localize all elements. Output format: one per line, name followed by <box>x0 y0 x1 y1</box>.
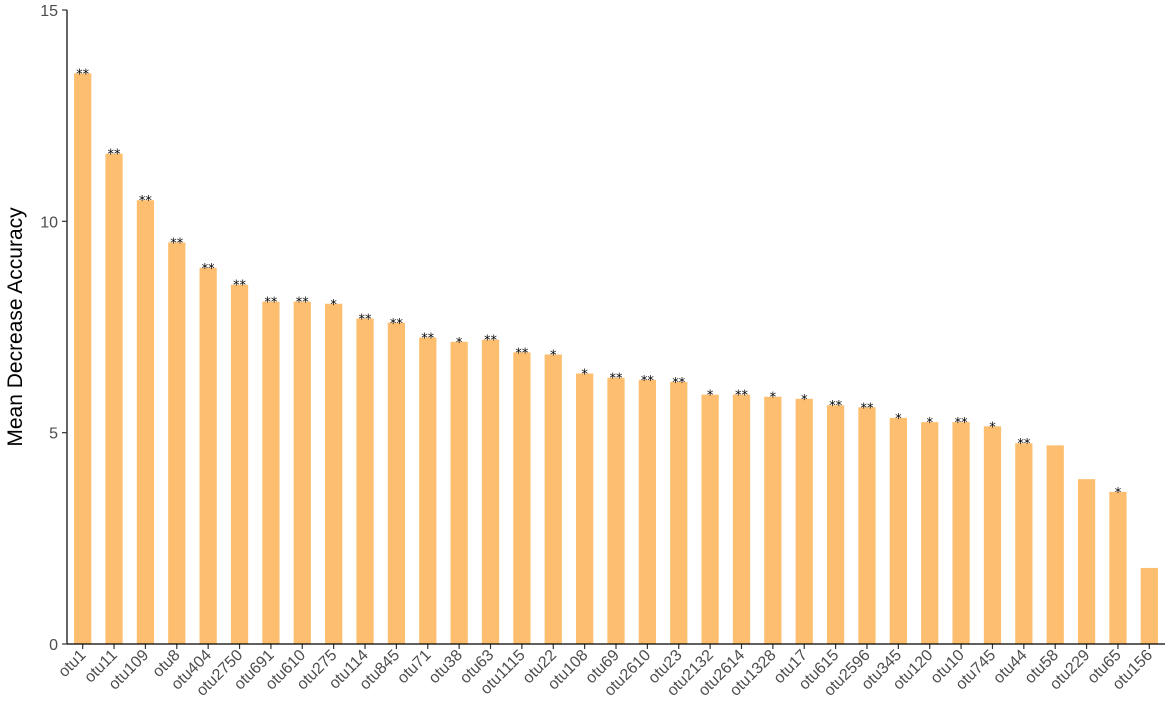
significance-marker: * <box>707 389 714 404</box>
significance-marker: * <box>770 391 777 406</box>
bar-otu63 <box>481 339 500 644</box>
y-tick-label: 15 <box>40 3 58 20</box>
bar-otu8 <box>168 242 186 644</box>
significance-marker: * <box>456 336 463 351</box>
bar-otu275 <box>325 303 343 644</box>
significance-marker: * <box>581 367 588 382</box>
significance-marker: * <box>550 348 557 363</box>
bar-otu845 <box>387 322 406 644</box>
bar-otu2614 <box>732 394 751 644</box>
significance-marker: ** <box>108 148 122 163</box>
bar-otu71 <box>419 337 437 644</box>
bar-otu745 <box>983 426 1002 644</box>
y-axis: 0 5 10 15 <box>40 3 68 654</box>
significance-marker: ** <box>829 399 843 414</box>
bar-otu2610 <box>638 379 656 644</box>
significance-marker: ** <box>233 279 247 294</box>
y-axis-label: Mean Decrease Accuracy <box>4 207 27 447</box>
significance-marker: ** <box>296 296 310 311</box>
bar-otu11 <box>105 153 123 644</box>
significance-marker: ** <box>955 416 969 431</box>
significance-stars: ************** ** *** **** * **** ** ** ** *** ** *… <box>76 67 1122 500</box>
x-axis: otu1otu11otu109otu8otu404otu2750otu691ot… <box>55 643 1165 700</box>
bar-otu2132 <box>701 394 719 644</box>
x-tick-label: otu44 <box>990 647 1030 687</box>
bar-otu69 <box>607 377 625 644</box>
bar-otu114 <box>356 318 374 644</box>
significance-marker: ** <box>860 401 874 416</box>
y-tick-label: 0 <box>49 637 58 654</box>
bar-otu23 <box>670 381 688 644</box>
significance-marker: ** <box>610 372 624 387</box>
bar-otu109 <box>136 200 155 644</box>
bar-otu2750 <box>230 284 249 644</box>
bar-otu10 <box>952 422 970 644</box>
bar-otu17 <box>795 398 813 644</box>
significance-marker: * <box>926 416 933 431</box>
y-tick-label: 5 <box>49 426 58 443</box>
bar-otu156 <box>1140 567 1158 644</box>
bar-otu1328 <box>764 396 782 644</box>
bar-otu22 <box>544 354 562 644</box>
bars <box>74 73 1158 644</box>
bar-otu2596 <box>858 407 876 644</box>
bar-otu229 <box>1077 479 1096 644</box>
significance-marker: ** <box>641 374 655 389</box>
significance-marker: ** <box>390 317 404 332</box>
significance-marker: * <box>895 412 902 427</box>
significance-marker: ** <box>76 67 90 82</box>
bar-otu120 <box>921 422 939 644</box>
significance-marker: ** <box>139 194 153 209</box>
x-tick-label: otu38 <box>426 647 466 687</box>
bar-otu58 <box>1046 445 1064 644</box>
significance-marker: * <box>801 393 808 408</box>
significance-marker: * <box>1115 486 1122 501</box>
significance-marker: ** <box>672 376 686 391</box>
bar-otu1 <box>74 73 92 644</box>
y-tick-label: 10 <box>40 214 58 231</box>
bar-otu345 <box>889 417 907 644</box>
significance-marker: ** <box>421 332 435 347</box>
significance-marker: ** <box>735 389 749 404</box>
significance-marker: ** <box>202 262 216 277</box>
significance-marker: ** <box>484 334 498 349</box>
bar-otu610 <box>293 301 311 644</box>
bar-otu108 <box>576 373 594 644</box>
significance-marker: ** <box>359 313 373 328</box>
bar-otu404 <box>199 267 217 644</box>
significance-marker: ** <box>264 296 278 311</box>
significance-marker: ** <box>1017 437 1031 452</box>
bar-otu691 <box>262 301 280 644</box>
bar-otu1115 <box>513 352 531 644</box>
significance-marker: * <box>989 420 996 435</box>
x-tick-label: otu71 <box>394 647 434 687</box>
significance-marker: * <box>330 298 337 313</box>
bar-otu65 <box>1109 491 1127 644</box>
bar-otu615 <box>826 405 845 644</box>
significance-marker: ** <box>515 346 529 361</box>
significance-marker: ** <box>170 236 184 251</box>
bar-otu44 <box>1015 443 1033 644</box>
bar-otu38 <box>450 341 468 644</box>
